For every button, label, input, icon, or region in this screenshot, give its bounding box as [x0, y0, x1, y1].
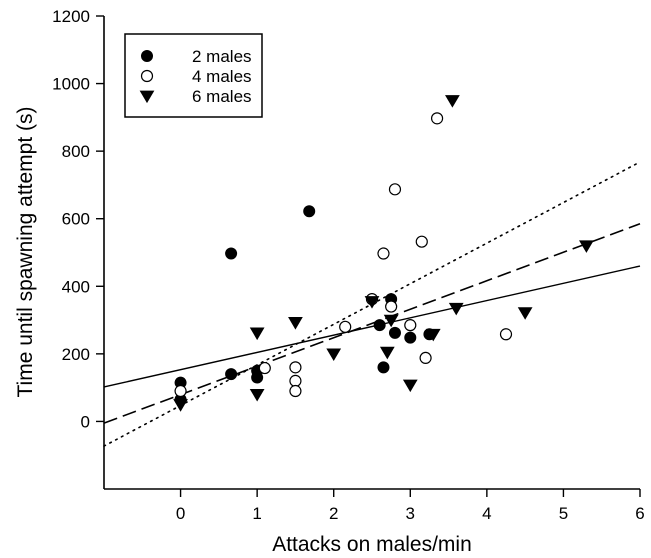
ticks: 0 1 2 3 4 5 6 0 200 400 600 800 1000 1200 — [52, 7, 645, 523]
data-point — [377, 247, 390, 260]
x-tick-label: 1 — [252, 504, 261, 523]
data-point — [383, 314, 399, 328]
data-point — [249, 327, 265, 341]
data-point — [173, 399, 188, 412]
data-point — [373, 319, 386, 332]
regression-line-solid — [103, 265, 641, 388]
y-axis-title: Time until spawning attempt (s) — [14, 107, 37, 398]
legend-label: 6 males — [192, 87, 252, 106]
data-point — [289, 361, 302, 374]
data-point — [249, 389, 265, 402]
regression-line-dashed — [103, 223, 641, 424]
x-tick-label: 6 — [635, 504, 644, 523]
data-point — [445, 95, 460, 108]
x-tick-label: 4 — [482, 504, 491, 523]
data-point — [364, 296, 380, 309]
legend-label: 4 males — [192, 67, 252, 86]
legend-label: 2 males — [192, 47, 252, 66]
data-point — [402, 379, 418, 393]
legend-marker — [139, 90, 155, 104]
data-points — [173, 95, 594, 412]
data-point — [448, 302, 464, 316]
data-point — [289, 374, 302, 387]
data-point — [419, 351, 432, 365]
legend-marker — [140, 69, 154, 83]
data-point — [579, 240, 594, 253]
data-point — [258, 361, 271, 375]
x-tick-label: 5 — [559, 504, 568, 523]
data-point — [415, 235, 428, 248]
y-tick-label: 0 — [81, 412, 90, 431]
data-point — [377, 361, 390, 374]
y-tick-label: 200 — [62, 345, 90, 364]
data-point — [379, 346, 395, 360]
data-point — [499, 328, 513, 341]
data-point — [425, 328, 441, 342]
axes — [103, 16, 640, 490]
data-point — [404, 331, 417, 344]
legend-marker — [141, 50, 153, 62]
data-point — [225, 247, 238, 260]
data-point — [339, 320, 352, 333]
x-tick-label: 3 — [406, 504, 415, 523]
x-tick-label: 0 — [176, 504, 185, 523]
data-point — [225, 368, 238, 381]
data-point — [251, 371, 264, 384]
data-point — [303, 205, 316, 218]
data-point — [388, 183, 402, 196]
y-tick-label: 1200 — [52, 7, 90, 26]
y-tick-label: 1000 — [52, 75, 90, 94]
data-point — [174, 384, 187, 398]
data-point — [385, 300, 398, 313]
data-point — [288, 317, 303, 330]
x-tick-label: 2 — [329, 504, 338, 523]
data-point — [289, 384, 302, 398]
data-point — [404, 319, 417, 332]
x-axis-title: Attacks on males/min — [272, 533, 472, 556]
data-point — [326, 348, 342, 362]
data-point — [388, 326, 401, 339]
y-tick-label: 600 — [62, 210, 90, 229]
data-point — [517, 307, 533, 320]
data-point — [430, 112, 444, 125]
y-tick-label: 800 — [62, 142, 90, 161]
y-tick-label: 400 — [62, 277, 90, 296]
